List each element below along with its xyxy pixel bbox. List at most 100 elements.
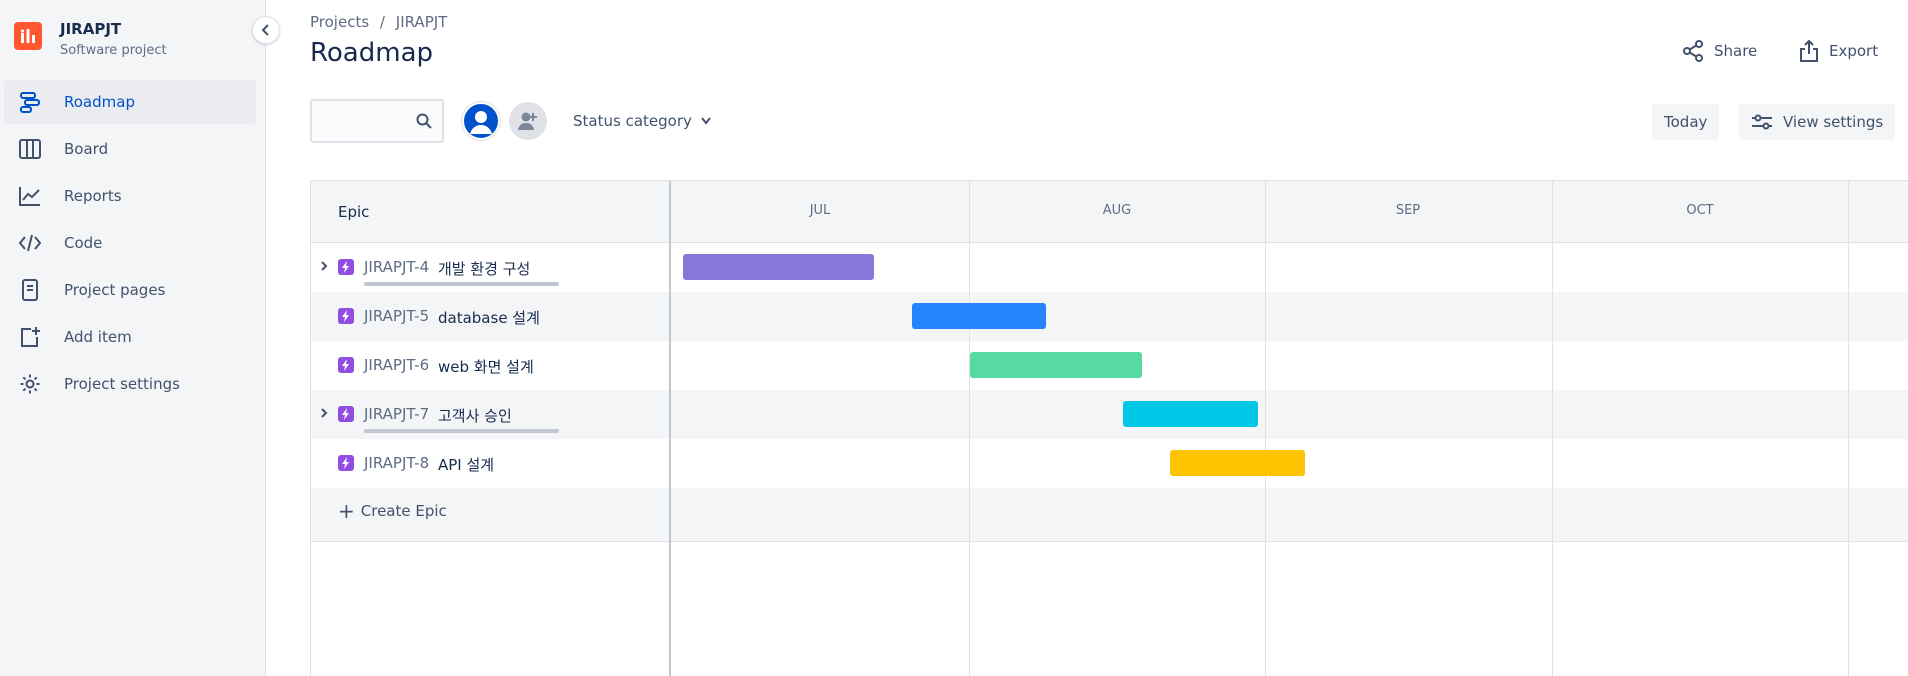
sidebar: JIRAPJT Software project Roadmap Board [0, 0, 266, 676]
progress-bar [364, 429, 559, 433]
epic-row[interactable]: JIRAPJT-4 개발 환경 구성 [311, 243, 1908, 292]
sidebar-item-add-item[interactable]: Add item [4, 315, 256, 359]
pages-icon [16, 278, 44, 302]
sidebar-item-project-settings[interactable]: Project settings [4, 362, 256, 406]
avatar[interactable] [462, 102, 500, 140]
export-label: Export [1829, 42, 1879, 60]
sidebar-item-reports[interactable]: Reports [4, 174, 256, 218]
epic-summary: 고객사 승인 [438, 407, 512, 425]
month-gridline [1552, 181, 1553, 676]
breadcrumb-projects[interactable]: Projects [310, 13, 370, 31]
search-icon [416, 113, 432, 129]
code-icon [16, 231, 44, 255]
today-label: Today [1664, 113, 1708, 131]
epic-row-label: JIRAPJT-4 개발 환경 구성 [311, 243, 669, 292]
month-gridline [1265, 181, 1266, 676]
epic-summary: 개발 환경 구성 [438, 260, 531, 278]
view-settings-button[interactable]: View settings [1739, 104, 1896, 140]
epic-key: JIRAPJT-6 [364, 356, 430, 374]
epic-icon [338, 259, 354, 275]
epic-key: JIRAPJT-7 [364, 405, 430, 423]
collapse-sidebar-button[interactable] [252, 16, 280, 44]
month-gridline [1848, 181, 1849, 676]
epic-bar[interactable] [683, 254, 874, 280]
sidebar-nav: Roadmap Board Reports Code [4, 80, 256, 409]
status-category-label: Status category [573, 112, 692, 130]
epic-row-label: JIRAPJT-7 고객사 승인 [311, 390, 669, 439]
epic-row[interactable]: JIRAPJT-8 API 설계 [311, 439, 1908, 488]
month-label-sep: SEP [1395, 203, 1421, 218]
rows-bottom-border [311, 541, 1908, 542]
month-label-jul: JUL [809, 203, 831, 218]
epic-key: JIRAPJT-4 [364, 258, 430, 276]
epic-icon [338, 357, 354, 373]
epic-row[interactable]: JIRAPJT-6 web 화면 설계 [311, 341, 1908, 390]
view-settings-label: View settings [1783, 113, 1884, 131]
add-person-icon [518, 112, 537, 130]
sidebar-item-label: Board [64, 140, 109, 158]
epic-summary: API 설계 [438, 456, 495, 474]
today-button[interactable]: Today [1652, 104, 1720, 140]
epic-column-header: Epic [338, 203, 370, 221]
month-label-oct: OCT [1686, 203, 1714, 218]
sidebar-item-project-pages[interactable]: Project pages [4, 268, 256, 312]
epic-icon [338, 308, 354, 324]
share-label: Share [1714, 42, 1758, 60]
epic-row-label: JIRAPJT-5 database 설계 [311, 292, 669, 341]
status-category-dropdown[interactable]: Status category [573, 112, 712, 130]
sidebar-item-label: Roadmap [64, 93, 135, 111]
epic-row[interactable]: JIRAPJT-7 고객사 승인 [311, 390, 1908, 439]
epic-bar[interactable] [970, 352, 1142, 378]
chevron-down-icon [701, 117, 711, 125]
breadcrumb-current[interactable]: JIRAPJT [395, 13, 448, 31]
breadcrumb: Projects / JIRAPJT [310, 13, 453, 31]
share-button[interactable]: Share [1682, 40, 1757, 62]
export-button[interactable]: Export [1799, 40, 1878, 62]
user-icon [470, 111, 492, 134]
sidebar-item-label: Project settings [64, 375, 180, 393]
sidebar-item-label: Reports [64, 187, 122, 205]
export-icon [1800, 40, 1818, 62]
project-header[interactable]: JIRAPJT Software project [14, 20, 167, 60]
epic-summary: database 설계 [438, 309, 540, 327]
month-label-aug: AUG [1102, 203, 1132, 218]
sidebar-item-code[interactable]: Code [4, 221, 256, 265]
create-epic-label: Create Epic [360, 502, 447, 520]
plus-icon: + [338, 499, 355, 523]
project-name: JIRAPJT [60, 20, 122, 38]
epic-bar[interactable] [1170, 450, 1305, 476]
add-people-button[interactable] [509, 102, 547, 140]
sidebar-item-label: Add item [64, 328, 132, 346]
month-gridline [969, 181, 970, 676]
epic-row-label: JIRAPJT-6 web 화면 설계 [311, 341, 669, 390]
reports-icon [16, 184, 44, 208]
create-epic-button[interactable]: + Create Epic [338, 499, 447, 523]
epic-icon [338, 406, 354, 422]
progress-bar [364, 282, 559, 286]
chevron-right-icon[interactable] [319, 407, 329, 419]
epic-summary: web 화면 설계 [438, 358, 534, 376]
create-epic-row: + Create Epic [311, 488, 1908, 541]
epic-icon [338, 455, 354, 471]
page-title: Roadmap [310, 38, 434, 68]
sidebar-item-label: Code [64, 234, 103, 252]
board-icon [16, 137, 44, 161]
epic-row-label: JIRAPJT-8 API 설계 [311, 439, 669, 488]
roadmap-icon [16, 90, 44, 114]
sidebar-item-board[interactable]: Board [4, 127, 256, 171]
epic-bar[interactable] [912, 303, 1046, 329]
sidebar-item-roadmap[interactable]: Roadmap [4, 80, 256, 124]
epic-row[interactable]: JIRAPJT-5 database 설계 [311, 292, 1908, 341]
roadmap-header: Epic JUL AUG SEP OCT [311, 181, 1908, 243]
chevron-right-icon[interactable] [319, 260, 329, 272]
epic-bar[interactable] [1123, 401, 1258, 427]
add-item-icon [16, 325, 44, 349]
panel-divider[interactable] [669, 181, 671, 676]
chevron-left-icon [261, 24, 269, 36]
epic-key: JIRAPJT-8 [364, 454, 430, 472]
roadmap-grid: Epic JUL AUG SEP OCT JIRAPJT-4 개발 환경 구성 [310, 180, 1908, 676]
project-type: Software project [60, 43, 167, 58]
search-input[interactable] [310, 99, 444, 143]
sliders-icon [1752, 114, 1772, 130]
